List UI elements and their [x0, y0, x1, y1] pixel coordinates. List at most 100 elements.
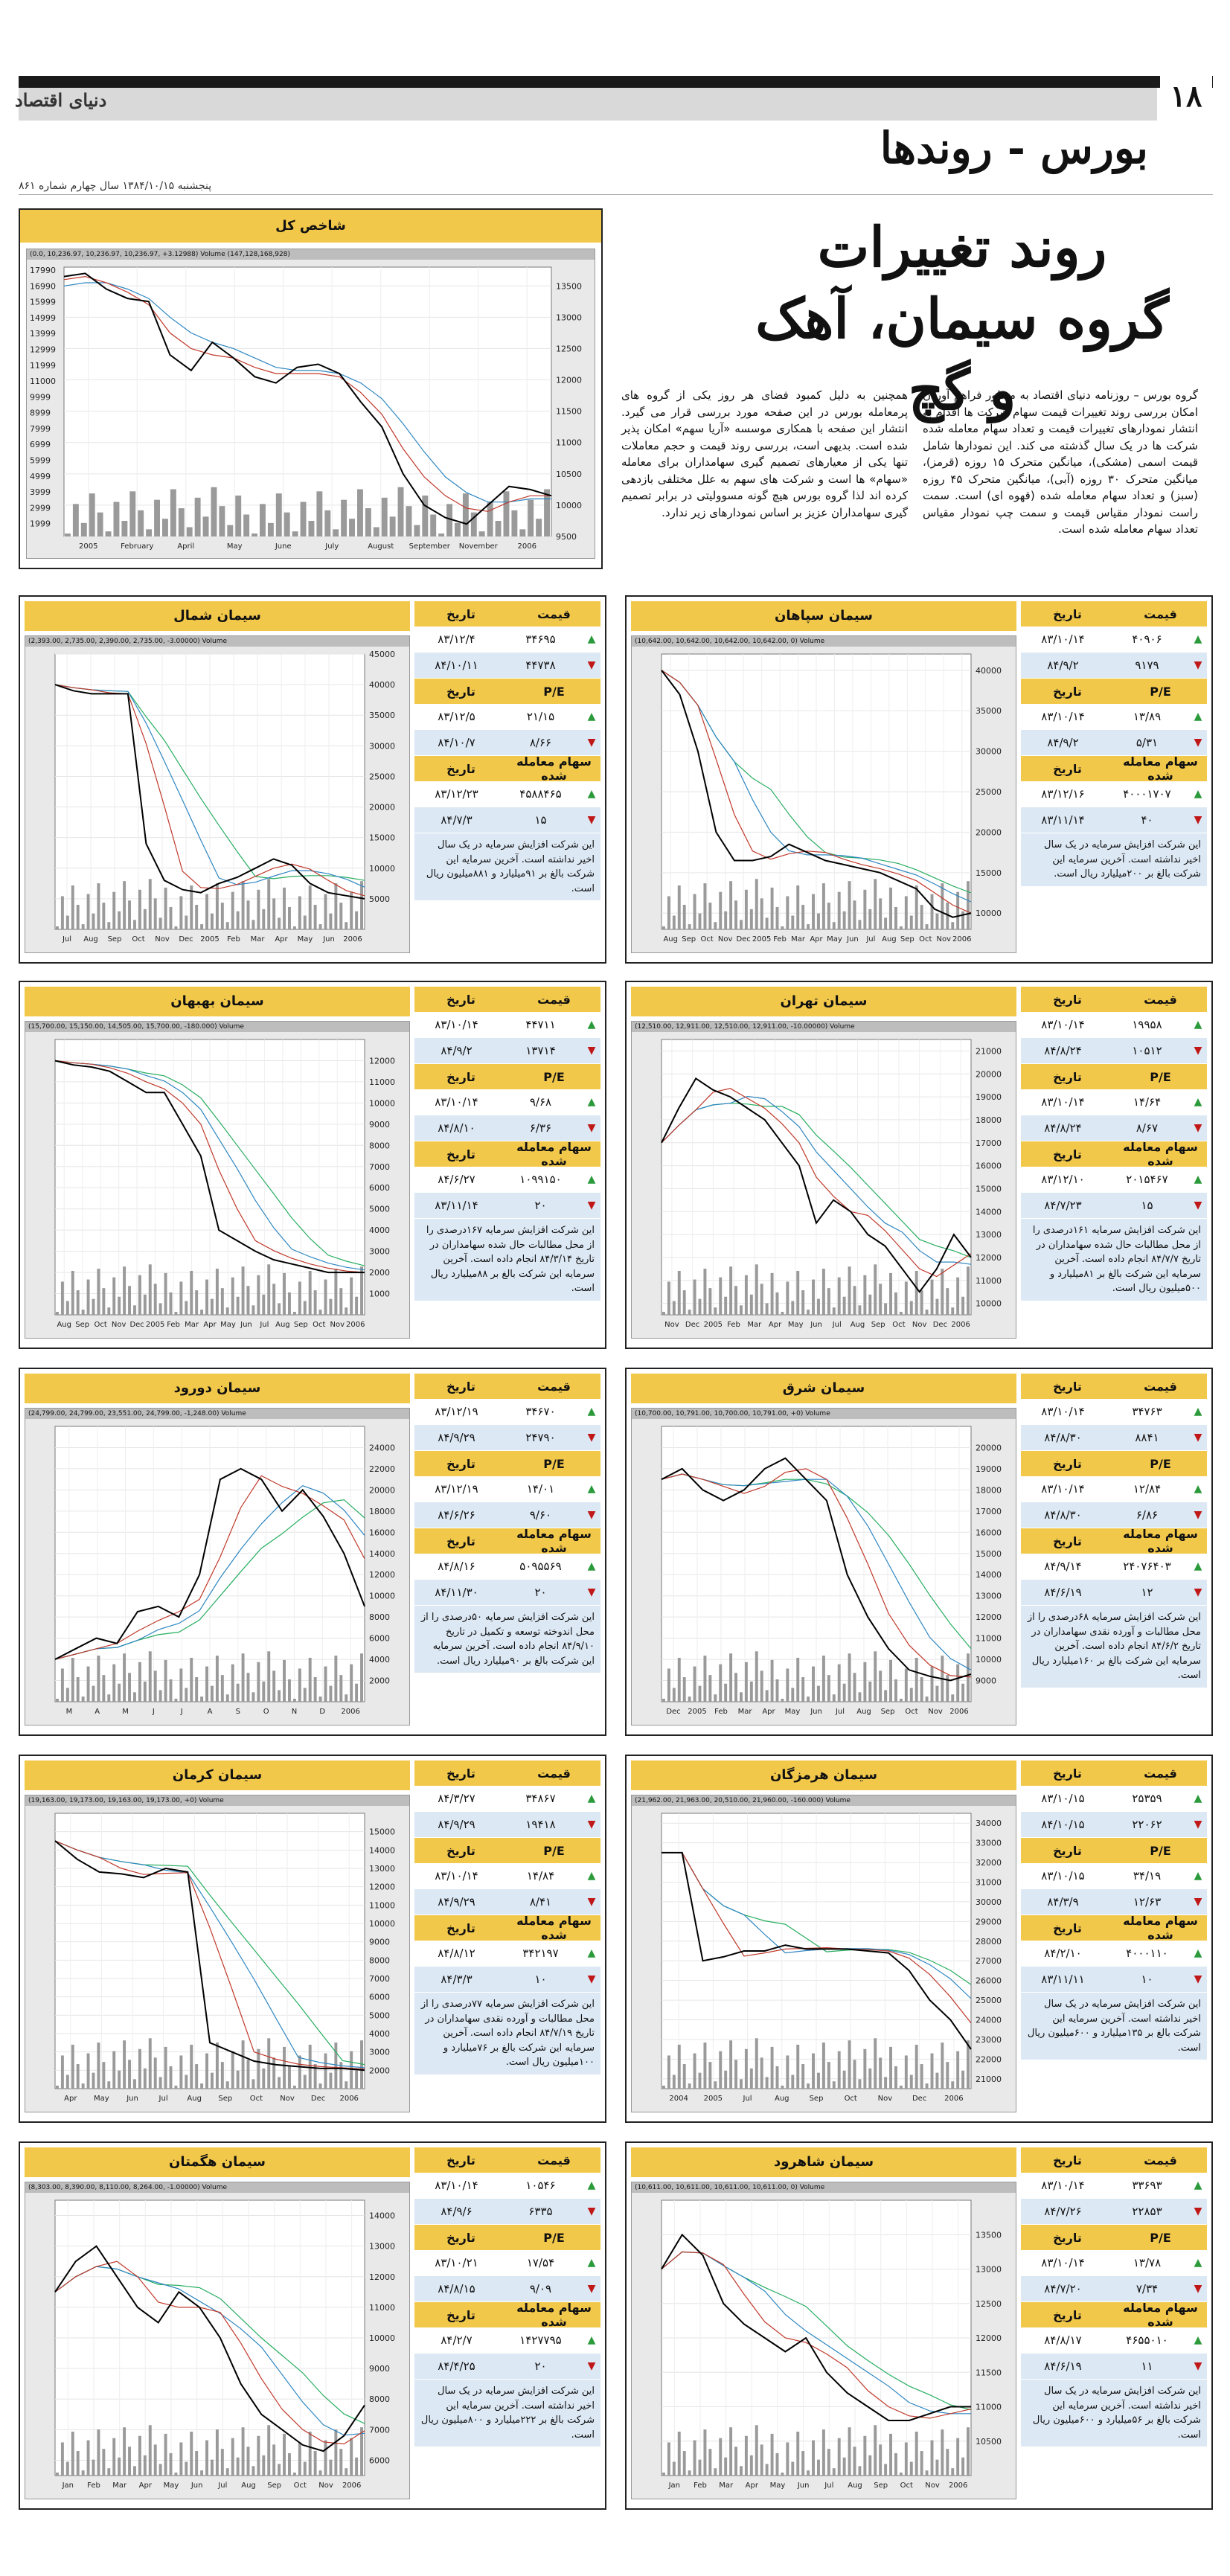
stats-date: ۸۴/۹/۲۹	[438, 1431, 475, 1444]
volume-bar	[303, 1301, 307, 1315]
stats-value: ۱۰۵۴۶	[525, 2179, 556, 2192]
down-triangle-icon: ▼	[1194, 1432, 1202, 1444]
volume-bar	[967, 881, 970, 929]
volume-bar	[801, 2064, 805, 2089]
down-triangle-icon: ▼	[587, 1509, 596, 1521]
stats-value: ۳۴۲۱۹۷	[522, 1947, 559, 1960]
volume-bar	[92, 1685, 95, 1702]
y-tick-label: 13500	[556, 281, 582, 291]
volume-bar	[283, 2433, 286, 2476]
x-tick-label: Apr	[810, 935, 823, 943]
volume-bar	[81, 2470, 85, 2476]
stats-value: ۹/۶۰	[529, 1508, 552, 1522]
volume-bar	[389, 516, 396, 536]
headline-line-2: گروه سیمان، آهک و گچ	[755, 287, 1169, 423]
volume-bar	[724, 1296, 728, 1315]
volume-bar	[118, 2457, 121, 2476]
volume-bar	[708, 903, 712, 929]
y-tick-label: 6000	[369, 1634, 390, 1644]
up-triangle-icon: ▲	[587, 1947, 596, 1959]
y-tick-label: 10000	[976, 1655, 1002, 1665]
stats-value: ۱۰	[534, 1973, 547, 1986]
stats-header: قیمت تاریخ	[1021, 1760, 1207, 1786]
stats-value: ۱۳/۷۸	[1133, 2256, 1162, 2269]
stats-header-date: تاریخ	[446, 2153, 475, 2168]
stats-date: ۸۳/۱۲/۱۹	[435, 1405, 478, 1418]
volume-bar	[185, 1688, 188, 1702]
volume-bar	[200, 2470, 204, 2476]
volume-bar	[837, 2438, 841, 2476]
volume-bar	[231, 2051, 234, 2089]
volume-bar	[355, 2070, 359, 2089]
volume-bar	[812, 2053, 815, 2089]
volume-bar	[118, 1683, 121, 1702]
stock-chart: 9000 10000 11000 12000 13000 14000 15000 16000 1…	[661, 1426, 1002, 1716]
volume-bar	[951, 922, 955, 929]
stats-header-label: قیمت	[537, 1766, 571, 1781]
y-tick-label: 14000	[976, 1207, 1002, 1217]
stats-value: ۱۹۹۵۸	[1132, 1018, 1162, 1031]
volume-bar	[495, 521, 502, 536]
volume-bar	[200, 924, 204, 929]
stock-panel: قیمت تاریخ ▲ ۳۴۶۹۵ ۸۳/۱۲/۴ ▼ ۴۴۷۳۸ ۸۴/۱۰/۱۱ P/E ت…	[19, 595, 606, 964]
volume-bar	[662, 2086, 665, 2089]
x-tick-label: Jun	[846, 935, 859, 943]
volume-bar	[930, 1279, 934, 1315]
x-tick-label: Dec	[912, 2095, 926, 2103]
y-tick-label: 3000	[369, 2048, 390, 2057]
stats-date: ۸۴/۶/۲۷	[438, 1173, 475, 1186]
stats-date: ۸۴/۷/۲۰	[1044, 2282, 1082, 2295]
volume-bar	[178, 508, 185, 536]
index-chart-toolbar: (0.0, 10,236.97, 10,236.97, 10,236.97, +…	[27, 249, 595, 260]
volume-bar	[334, 883, 338, 929]
x-tick-label: Feb	[227, 935, 240, 943]
volume-bar	[791, 915, 795, 929]
volume-bar	[339, 2062, 343, 2089]
volume-bar	[951, 2468, 955, 2476]
stock-chart-toolbar: (15,700.00, 15,150.00, 14,505.00, 15,700…	[25, 1022, 409, 1032]
y-tick-label: 30000	[976, 1897, 1002, 1907]
down-triangle-icon: ▼	[1194, 2205, 1202, 2217]
volume-bar	[909, 1301, 913, 1315]
stock-chart: 6000 7000 8000 9000 10000 11000 12000 13000 1400…	[54, 2199, 395, 2490]
volume-bar	[786, 1281, 789, 1315]
volume-bar	[781, 1699, 784, 1702]
stock-name: سیمان شرق	[631, 1374, 1016, 1403]
volume-bar	[760, 898, 763, 929]
volume-bar	[812, 894, 815, 929]
volume-bar	[812, 1666, 815, 1702]
volume-bar	[821, 883, 825, 929]
down-triangle-icon: ▼	[1194, 1045, 1202, 1057]
volume-bar	[262, 1681, 266, 1702]
volume-bar	[894, 2452, 897, 2476]
volume-bar	[292, 1312, 296, 1315]
stats-date: ۸۳/۱۰/۱۴	[1041, 632, 1085, 646]
y-tick-label: 25000	[369, 772, 395, 781]
volume-bar	[724, 1683, 728, 1702]
stats-date: ۸۳/۱۰/۱۵	[1041, 1869, 1085, 1883]
left-tick-label: 1999	[30, 519, 51, 529]
volume-bar	[174, 926, 178, 929]
stats-header: قیمت تاریخ	[414, 1760, 600, 1786]
stats-header: قیمت تاریخ	[414, 987, 600, 1012]
stats-row: ▲ ۱۴/۸۴ ۸۳/۱۰/۱۴	[414, 1863, 600, 1889]
stats-value: ۳۴۸۶۷	[525, 1792, 556, 1805]
volume-bar	[118, 911, 121, 929]
volume-bar	[863, 1275, 867, 1315]
stats-header: سهام معامله شده تاریخ	[1021, 1527, 1207, 1555]
stock-name: سیمان بهبهان	[25, 987, 410, 1016]
volume-bar	[215, 1269, 219, 1315]
volume-bar	[662, 1699, 665, 1702]
stats-date: ۸۳/۱۰/۱۴	[1041, 1018, 1085, 1031]
volume-bar	[102, 903, 106, 929]
stats-date: ۸۴/۱۰/۱۱	[435, 659, 478, 672]
y-tick-label: 5000	[369, 2011, 390, 2020]
up-triangle-icon: ▲	[1194, 1019, 1202, 1031]
volume-bar	[313, 2064, 317, 2089]
volume-bar	[688, 1696, 691, 1702]
volume-bar	[190, 885, 193, 929]
volume-bar	[430, 514, 437, 536]
volume-bar	[904, 896, 908, 929]
y-tick-label: 11000	[976, 1276, 1002, 1286]
volume-bar	[714, 922, 717, 929]
